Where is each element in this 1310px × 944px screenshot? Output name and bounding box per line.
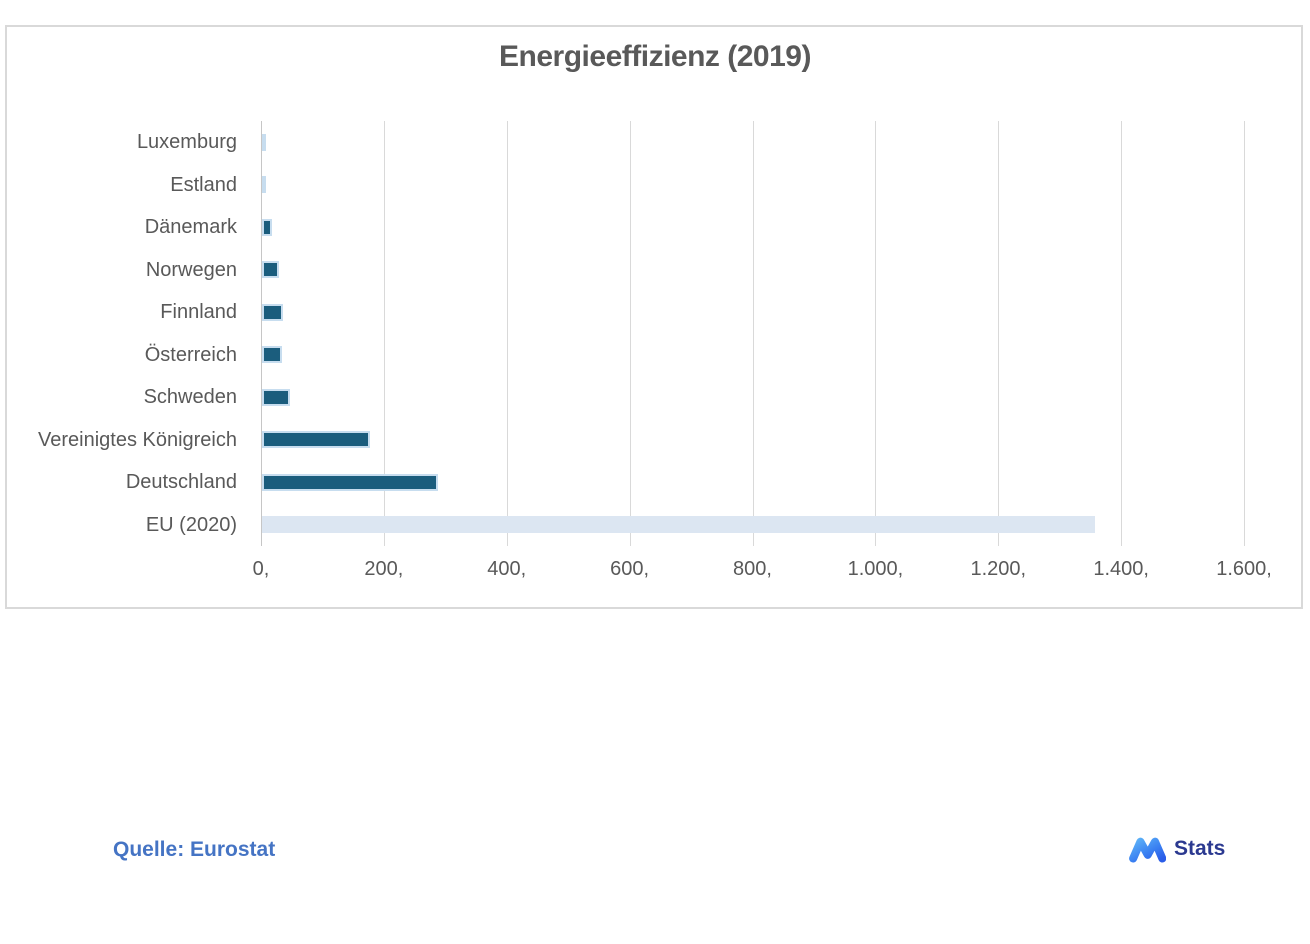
x-tick-label-0: 0, [252, 558, 270, 580]
category-label-1: Estland [170, 173, 237, 196]
gridline-6 [998, 121, 1000, 546]
x-tick-label-6: 1.200, [970, 558, 1027, 580]
x-tick-label-7: 1.400, [1093, 558, 1149, 580]
chart-container [5, 25, 1303, 609]
gridline-4 [752, 121, 754, 546]
category-label-5: Österreich [144, 343, 237, 366]
chart-title: Energieeffizienz (2019) [499, 40, 811, 73]
category-label-8: Deutschland [125, 471, 237, 493]
category-label-7: Vereinigtes Königreich [37, 428, 237, 451]
brand-label: Stats [1174, 837, 1226, 860]
bar-9 [262, 516, 1096, 534]
bar-3 [262, 261, 279, 279]
x-tick-label-4: 800, [733, 558, 772, 580]
category-label-4: Finnland [160, 301, 237, 323]
category-label-0: Luxemburg [136, 131, 237, 153]
bar-7 [262, 431, 370, 449]
category-label-2: Dänemark [144, 216, 237, 238]
gridline-5 [875, 121, 877, 546]
category-label-3: Norwegen [145, 258, 237, 281]
x-tick-label-1: 200, [364, 558, 404, 580]
bar-4 [262, 303, 283, 321]
category-label-6: Schweden [143, 386, 237, 408]
gridline-8 [1244, 121, 1245, 546]
bar-6 [262, 388, 291, 406]
bar-1 [262, 176, 266, 194]
gridline-3 [629, 121, 631, 546]
x-tick-label-2: 400, [487, 558, 527, 580]
m-wave-logo-icon [1129, 837, 1166, 863]
gridline-7 [1121, 121, 1123, 546]
brand-badge: Stats [1128, 833, 1225, 865]
bar-5 [262, 346, 283, 364]
x-tick-label-8: 1.600, [1216, 558, 1272, 580]
x-tick-label-5: 1.000, [847, 558, 904, 580]
y-axis-line [261, 121, 262, 546]
bar-2 [262, 218, 272, 236]
category-label-9: EU (2020) [145, 513, 237, 536]
bar-0 [262, 133, 266, 151]
x-tick-label-3: 600, [610, 558, 650, 580]
gridline-1 [383, 121, 385, 546]
bar-8 [262, 473, 438, 491]
gridline-2 [506, 121, 508, 546]
source-attribution: Quelle: Eurostat [113, 838, 276, 861]
